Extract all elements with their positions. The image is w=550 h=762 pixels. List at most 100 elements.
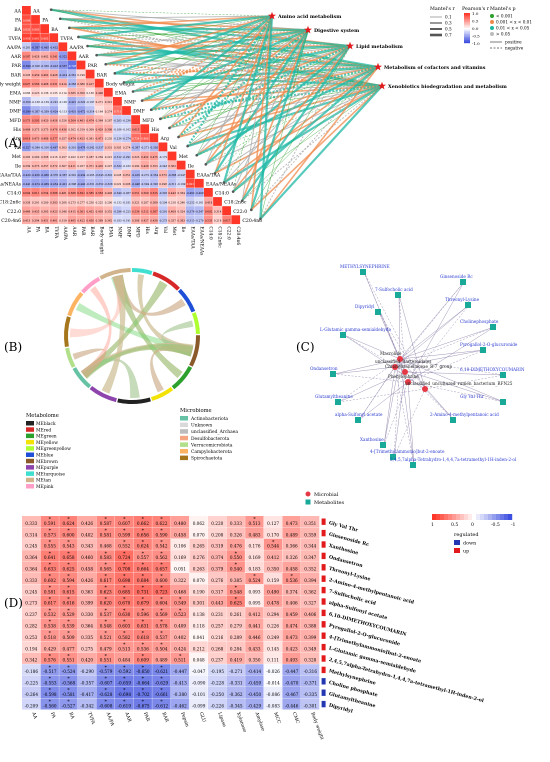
heat-cell-value: 0.475 [150,155,158,159]
heat-cell [152,561,171,573]
heat-cell-value: -0.413 [173,680,187,685]
heat-cell [149,206,159,215]
chord-ribbon [161,320,194,357]
heat-cell-value: -0.441 [22,182,31,186]
heat-cell-value: -0.320 [77,100,86,104]
heat-cell-value: -0.291 [50,100,59,104]
heat-cell-value: -0.537 [59,64,68,68]
heat-cell-value: 0.319 [77,127,85,131]
heat-cell-value: 0.314 [25,532,37,537]
mantel-link [178,85,383,138]
heat-cell [208,664,227,676]
column-label-15: Body weight [309,711,325,740]
regulation-marker [321,632,326,639]
mantel-link [51,9,309,31]
significance-mark: * [160,517,163,523]
network-metabolite-node [390,454,396,460]
heat-cell-value: 0.375 [32,164,40,168]
heat-cell-value: -0.342 [80,703,94,708]
column-label-11: Xylanase [235,711,248,733]
heat-cell-value: 0.276 [211,578,223,583]
heat-cell [94,178,104,188]
chord-arc [72,367,92,389]
heat-cell-value: -0.308 [68,182,77,186]
heat-cell [133,618,152,630]
heat-cell-value: 0.536 [137,646,149,651]
heat-cell [140,215,150,225]
heat-cell [115,516,134,528]
legend-tick-2: 0 [471,522,474,528]
bottom-label-11: DMF [126,226,131,237]
heat-cell [22,33,31,43]
heat-cell [31,69,40,79]
heat-cell [133,641,152,653]
legend-metabolome-swatch [26,439,34,445]
heat-cell [152,584,171,596]
heat-cell [67,197,77,206]
heat-cell [85,69,95,79]
legend-gradient [456,514,461,520]
heat-cell-value: 0.423 [286,646,298,651]
heat-cell [245,607,264,619]
mantel-link [69,15,273,29]
diag-label-15: Val [169,145,178,151]
heat-cell-value: 0.458 [174,532,186,537]
heat-cell-value: -0.592 [118,669,132,674]
heat-cell-value: 0.399 [304,635,316,640]
heat-cell [140,188,150,197]
heat-cell-value: -0.247 [177,173,186,177]
legend-tick-3: -0.5 [491,522,500,528]
legend-gradient [444,514,449,520]
heat-cell-value: -0.301 [304,703,318,708]
significance-mark: * [142,528,145,534]
heat-cell-value: 0.618 [23,137,31,141]
heat-cell-value: 0.245 [25,589,37,594]
significance-mark: * [179,608,182,614]
heat-cell-value: 0.420 [81,658,93,663]
heat-cell [158,142,168,152]
heat-cell [58,142,68,152]
heat-cell-value: 0.326 [230,532,242,537]
mantel-link [241,85,383,202]
chord-ribbon [82,343,194,379]
legend-gradient [452,514,457,520]
heat-cell [282,698,301,710]
heat-cell [226,664,245,676]
heat-cell [58,160,68,170]
heat-cell-value: 0.326 [23,73,31,77]
heat-cell [115,561,134,573]
row-label-21: C18:2n6c [0,200,21,206]
heat-cell-value: -0.047 [192,669,206,674]
mantel-node [104,62,107,66]
heat-cell [133,550,152,562]
heat-cell [77,641,97,653]
heat-cell-value: 0.478 [50,127,58,131]
heat-cell [67,206,77,215]
mantel-link [169,66,379,129]
heat-cell [176,169,186,179]
heat-cell [282,595,301,607]
heat-cell [189,573,208,585]
heat-cell [22,595,41,607]
mantel-node [250,208,253,212]
mantel-link [168,44,351,129]
network-label-16: Glutamyltheanine [315,394,353,399]
network-edge [358,366,396,421]
mantel-node [95,53,98,57]
mantel-link [132,29,309,93]
heat-cell-value: 0.551 [63,658,75,663]
network-metabolite-node [395,292,401,298]
heat-cell [49,188,59,197]
significance-mark: * [123,585,126,591]
heat-cell [103,87,113,97]
heat-cell [263,561,283,573]
heat-cell-value: -0.086 [266,692,280,697]
target-label-2: Lipid metabolism [356,44,403,50]
heat-cell [152,652,171,664]
significance-mark: * [179,653,182,659]
significance-mark: * [49,574,52,580]
heat-cell [115,652,134,664]
heat-cell-value: 0.331 [105,146,113,150]
heat-cell [103,160,113,170]
heat-cell-value: -0.421 [59,182,68,186]
